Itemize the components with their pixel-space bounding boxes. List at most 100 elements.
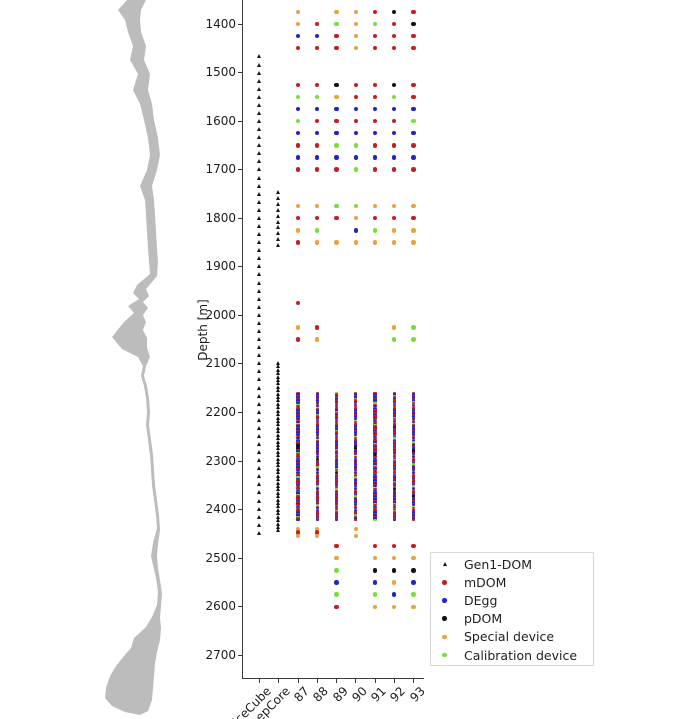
data-point	[315, 403, 319, 406]
data-point	[373, 419, 377, 422]
data-point	[334, 454, 339, 457]
data-point	[373, 496, 377, 500]
data-point	[296, 498, 300, 501]
data-point	[392, 118, 397, 124]
y-tick-label: 2400	[205, 502, 236, 517]
data-point	[296, 402, 300, 405]
gen1-dom-marker	[276, 480, 281, 485]
data-point	[392, 415, 396, 418]
data-point	[373, 492, 377, 495]
data-point	[373, 493, 377, 497]
data-point	[295, 106, 301, 112]
gen1-dom-marker	[276, 473, 281, 478]
y-tick-label: 1400	[205, 16, 236, 31]
data-point	[334, 492, 339, 495]
data-point	[296, 486, 300, 489]
data-point	[392, 480, 396, 484]
data-point	[296, 485, 300, 488]
data-point	[334, 413, 339, 417]
data-point	[411, 507, 416, 510]
data-point	[354, 485, 358, 488]
gen1-dom-marker	[276, 442, 281, 447]
gen1-dom-marker	[257, 345, 262, 350]
data-point	[411, 435, 416, 438]
data-point	[334, 412, 339, 415]
data-point	[373, 470, 377, 473]
data-point	[392, 412, 396, 415]
data-point	[315, 426, 319, 430]
y-tick	[238, 72, 242, 74]
data-point	[295, 240, 301, 245]
data-point	[392, 505, 396, 508]
data-point	[411, 492, 416, 495]
data-point	[354, 504, 358, 507]
data-point	[354, 508, 358, 511]
gen1-dom-marker	[257, 506, 262, 511]
data-point	[334, 507, 339, 510]
data-point	[411, 441, 416, 444]
data-point	[334, 511, 339, 514]
gen1-dom-marker	[276, 483, 281, 488]
data-point	[354, 406, 358, 409]
data-point	[296, 412, 300, 415]
data-point	[392, 517, 396, 520]
data-point	[373, 479, 377, 482]
data-point	[334, 423, 339, 427]
gen1-dom-marker	[276, 490, 281, 495]
x-tick	[278, 679, 280, 683]
data-point	[392, 407, 396, 411]
data-point	[296, 517, 300, 520]
data-point	[315, 425, 319, 428]
data-point	[411, 431, 416, 434]
data-point	[373, 438, 377, 441]
legend-label: Calibration device	[464, 647, 578, 663]
data-point	[373, 403, 377, 406]
data-point	[315, 431, 319, 434]
data-point	[392, 472, 396, 475]
data-point	[296, 394, 300, 398]
data-point	[411, 453, 416, 456]
data-point	[373, 507, 377, 510]
data-point	[392, 509, 396, 513]
data-point	[373, 409, 377, 412]
data-point	[315, 466, 319, 469]
data-point	[315, 118, 320, 124]
data-point	[392, 9, 397, 15]
data-point	[373, 397, 377, 401]
data-point	[296, 435, 300, 438]
data-point	[353, 526, 358, 532]
gen1-dom-marker	[276, 384, 281, 389]
data-point	[296, 467, 300, 470]
gen1-dom-marker	[276, 405, 281, 410]
data-point	[315, 46, 320, 51]
data-point	[354, 477, 358, 481]
data-point	[334, 33, 339, 39]
data-point	[296, 496, 300, 500]
gen1-dom-marker	[276, 439, 281, 444]
data-point	[392, 496, 396, 500]
data-point	[334, 167, 339, 172]
gen1-dom-marker	[257, 514, 262, 519]
data-point	[315, 428, 319, 431]
data-point	[411, 509, 416, 513]
data-point	[411, 543, 416, 549]
data-point	[315, 418, 319, 421]
data-point	[411, 228, 416, 233]
data-point	[373, 450, 377, 453]
data-point	[373, 509, 377, 513]
data-point	[354, 451, 358, 454]
data-point	[372, 155, 378, 160]
data-point	[392, 556, 397, 561]
data-point	[334, 397, 339, 401]
data-point	[315, 94, 320, 100]
data-point	[392, 396, 396, 399]
data-point	[354, 489, 358, 492]
data-point	[411, 556, 416, 561]
gen1-dom-marker	[276, 391, 281, 396]
gen1-dom-marker	[276, 419, 281, 423]
data-point	[392, 512, 396, 516]
data-point	[315, 435, 319, 438]
data-point	[334, 426, 339, 430]
data-point	[372, 568, 378, 573]
data-point	[411, 106, 416, 112]
